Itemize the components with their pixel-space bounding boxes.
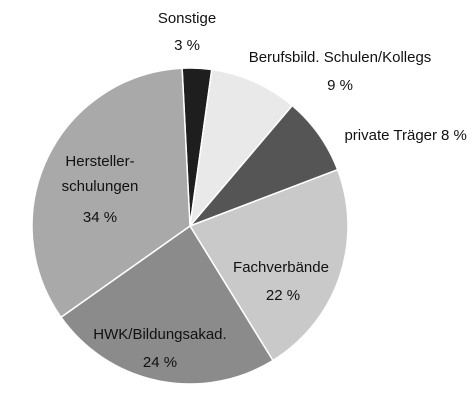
value-label: 24 %	[143, 354, 177, 371]
pie-slice	[188, 68, 294, 229]
slice-label: Hersteller-schulungen	[62, 153, 139, 195]
pie-slice	[59, 224, 274, 385]
value-label: 34 %	[83, 209, 117, 226]
value-label: 8 %	[441, 127, 467, 144]
slice-label: Berufsbild. Schulen/Kollegs	[249, 49, 432, 66]
slice-label: Sonstige	[158, 10, 216, 27]
value-label: 3 %	[174, 37, 200, 54]
slice-label: HWK/Bildungsakad.	[93, 326, 226, 343]
value-label: 22 %	[266, 287, 300, 304]
slice-label: private Träger	[344, 127, 437, 144]
pie-slice	[188, 168, 349, 362]
slice-label: Fachverbände	[233, 259, 329, 276]
pie-slice	[31, 67, 191, 319]
value-label: 9 %	[327, 77, 353, 94]
